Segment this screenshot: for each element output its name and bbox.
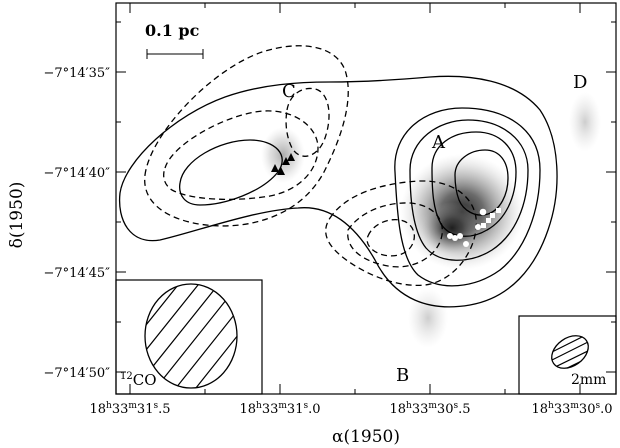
solid-contours bbox=[118, 75, 558, 308]
y-tick-labels: −7°14′35″ −7°14′40″ −7°14′45″ −7°14′50″ bbox=[43, 66, 110, 381]
region-label-d: D bbox=[573, 72, 587, 93]
solid-contour-outer bbox=[118, 75, 558, 308]
x-tick-labels: 18h33m31s.5 18h33m31s.0 18h33m30s.5 18h3… bbox=[89, 401, 612, 417]
square-marker bbox=[490, 213, 495, 218]
emission-blob-d bbox=[569, 92, 601, 152]
x-axis-label: α(1950) bbox=[332, 427, 400, 447]
dashed-contour-b-outer bbox=[325, 180, 477, 286]
x-tick-label: 18h33m30s.5 bbox=[389, 401, 470, 417]
solid-contour-a-3 bbox=[431, 131, 517, 237]
solid-contour-a-2 bbox=[409, 119, 529, 261]
y-tick-label: −7°14′35″ bbox=[43, 66, 110, 81]
y-tick-label: −7°14′45″ bbox=[43, 266, 110, 281]
beam-label-2mm: 2mm bbox=[571, 372, 606, 388]
scale-bar-label: 0.1 pc bbox=[145, 21, 200, 40]
circle-marker bbox=[475, 224, 481, 230]
region-label-b: B bbox=[396, 365, 409, 386]
scale-bar: 0.1 pc bbox=[145, 21, 204, 59]
circle-marker bbox=[479, 208, 487, 216]
triangle-marker bbox=[277, 167, 285, 175]
beam-inset-2mm: 2mm bbox=[518, 315, 617, 395]
circle-marker bbox=[463, 241, 469, 247]
dashed-contour-c-mid bbox=[163, 110, 319, 201]
solid-contour-a-1 bbox=[394, 107, 541, 287]
circle-marker bbox=[447, 233, 453, 239]
square-marker bbox=[481, 223, 486, 228]
axis-ticks bbox=[116, 3, 616, 394]
y-tick-label: −7°14′50″ bbox=[43, 366, 110, 381]
square-marker bbox=[496, 208, 501, 213]
x-tick-label: 18h33m31s.0 bbox=[239, 401, 320, 417]
x-tick-label: 18h33m30s.0 bbox=[531, 401, 612, 417]
beam-label-12co-sup: 12 bbox=[120, 371, 133, 382]
emission-blob-b bbox=[408, 288, 448, 348]
beam-label-12co: 12CO bbox=[120, 371, 157, 389]
triangle-marker bbox=[287, 153, 295, 161]
beam-label-12co-text: CO bbox=[133, 371, 157, 389]
x-tick-label: 18h33m31s.5 bbox=[89, 401, 170, 417]
dashed-contour-b-mid bbox=[347, 202, 443, 268]
square-marker bbox=[486, 218, 491, 223]
circle-marker bbox=[452, 235, 458, 241]
region-label-a: A bbox=[431, 132, 446, 153]
triangle-marker bbox=[271, 164, 279, 172]
dashed-contour-c-outer bbox=[144, 45, 349, 227]
dashed-contours bbox=[144, 45, 477, 286]
beam-ellipse-2mm bbox=[551, 335, 589, 369]
source-markers bbox=[271, 153, 501, 247]
y-axis-label: δ(1950) bbox=[7, 182, 27, 249]
region-label-c: C bbox=[282, 81, 296, 102]
solid-contour-a-4 bbox=[454, 149, 509, 216]
beam-ellipse-12co bbox=[144, 283, 238, 389]
emission-blob-c bbox=[261, 127, 305, 183]
beam-inset-12co: 12CO bbox=[115, 279, 263, 395]
y-tick-label: −7°14′40″ bbox=[43, 166, 110, 181]
dashed-contour-b-inner bbox=[366, 218, 415, 257]
dashed-contour-c-inner bbox=[285, 87, 330, 157]
circle-marker bbox=[457, 233, 463, 239]
plot-frame bbox=[115, 2, 617, 395]
triangle-marker bbox=[282, 157, 290, 165]
